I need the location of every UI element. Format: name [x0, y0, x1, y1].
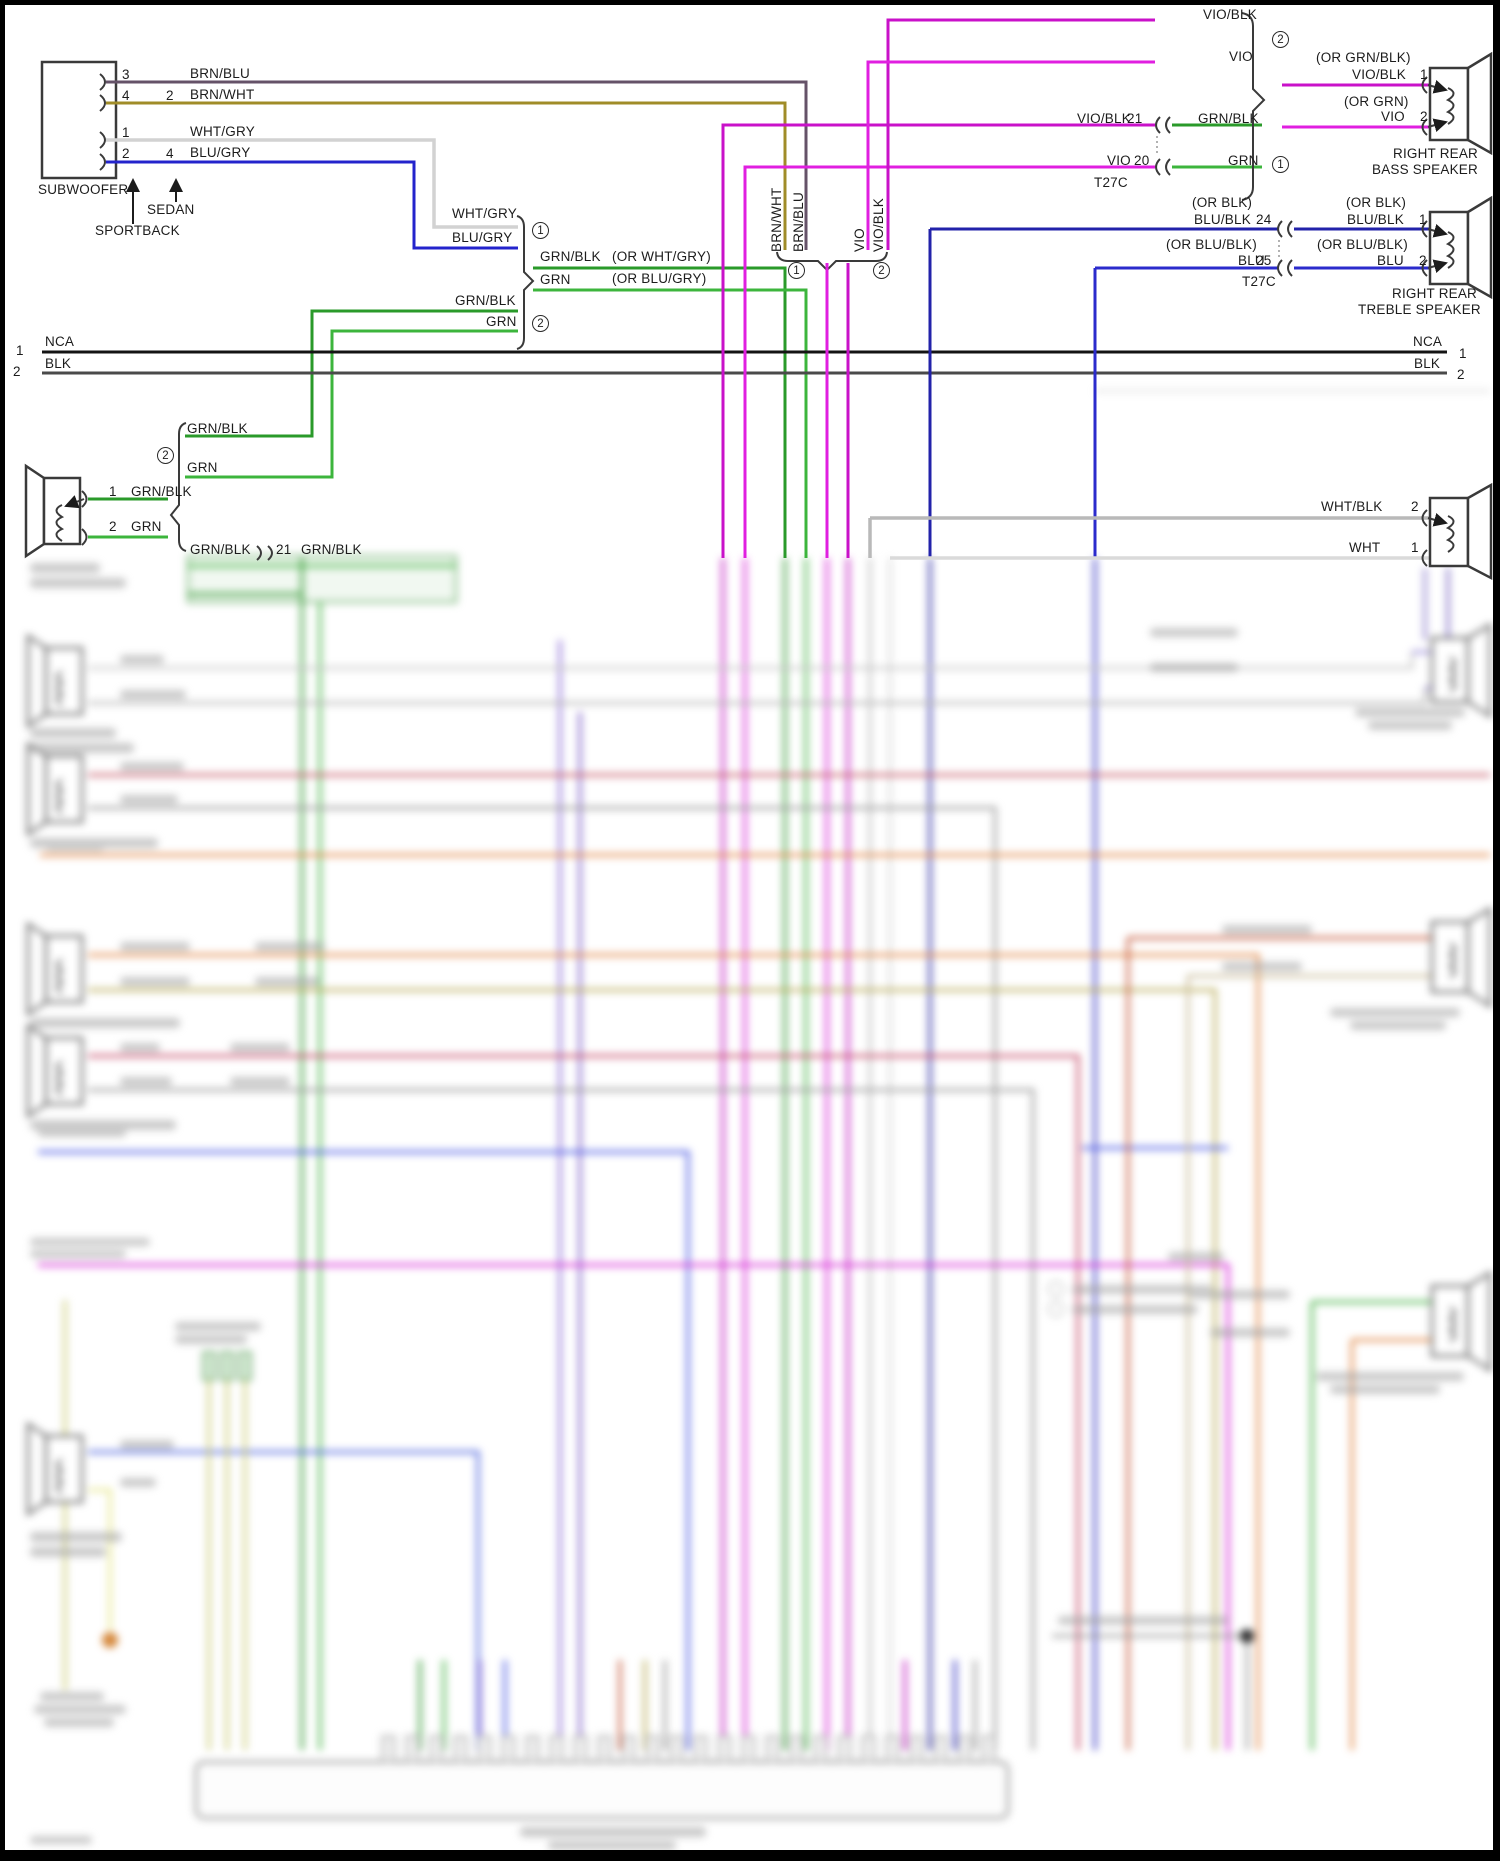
blurred-speaker-icon [26, 633, 84, 729]
alternatives-brace [776, 251, 888, 272]
blurred-speaker-icon [1430, 622, 1492, 719]
wire-vio-blk-top [886, 18, 1155, 250]
blurred-connector-stub [429, 1735, 444, 1763]
blurred-connector-stub [501, 1735, 516, 1763]
blurred-speaker-icon [1430, 906, 1492, 1009]
wire-grn-or-blu-gry [533, 288, 808, 558]
blurred-speaker-icon [1430, 1270, 1492, 1373]
blurred-connector-stub [669, 1735, 684, 1763]
blurred-connector-stub [933, 1735, 948, 1763]
blurred-connector-stub [573, 1735, 588, 1763]
wire-grn-blk-or-wht-gry [533, 266, 787, 558]
wire-vio-20 [743, 165, 1155, 558]
wire-vio-top [866, 60, 1155, 250]
wire-brn-blu [106, 80, 808, 250]
blurred-speaker-icon [26, 1421, 84, 1517]
wire-brn-wht [106, 101, 787, 250]
blurred-connector-stub [549, 1735, 564, 1763]
wire-grn-in [185, 329, 518, 479]
blurred-connector-stub [477, 1735, 492, 1763]
blurred-connector-stub [765, 1735, 780, 1763]
wire-blu-gry [106, 160, 518, 250]
blurred-speaker-icon [26, 741, 84, 837]
wire-wht-gry [106, 138, 518, 229]
left-speaker-brace [169, 422, 187, 552]
blurred-connector-stub [837, 1735, 852, 1763]
blurred-connector-stub [909, 1735, 924, 1763]
blurred-connector-stub [981, 1735, 996, 1763]
wire-wht-blk [868, 516, 1430, 558]
junction-brace [516, 215, 535, 350]
blurred-speaker-icon [26, 921, 84, 1017]
blurred-connector-stub [453, 1735, 468, 1763]
blurred-connector-stub [405, 1735, 420, 1763]
blurred-connector-stub [621, 1735, 636, 1763]
subwoofer-box [40, 60, 118, 180]
right-rear-bass-speaker-icon [1421, 51, 1493, 156]
blurred-connector-stub [717, 1735, 732, 1763]
blurred-connector-stub [885, 1735, 900, 1763]
blurred-connector-stub [741, 1735, 756, 1763]
blurred-connector-stub [693, 1735, 708, 1763]
blurred-connector-stub [813, 1735, 828, 1763]
bass-speaker-brace [1241, 12, 1266, 201]
blurred-connector-stub [381, 1735, 396, 1763]
blurred-connector-stub [597, 1735, 612, 1763]
blurred-connector-stub [789, 1735, 804, 1763]
blurred-speaker-icon [26, 1023, 84, 1119]
left-rear-speaker-icon [24, 463, 88, 559]
wire-vio-blk-21 [721, 123, 1155, 558]
blurred-connector-stub [525, 1735, 540, 1763]
blurred-connector-stub [957, 1735, 972, 1763]
blurred-connector-stub [861, 1735, 876, 1763]
wire-blu-25 [1093, 266, 1278, 558]
blurred-connector-stub [645, 1735, 660, 1763]
right-rear-treble-speaker-icon [1421, 195, 1493, 300]
right-front-speaker-icon [1421, 482, 1493, 581]
wire-blu-blk-24 [928, 227, 1278, 558]
